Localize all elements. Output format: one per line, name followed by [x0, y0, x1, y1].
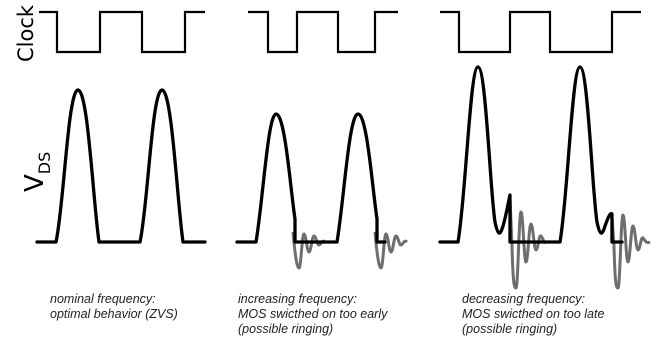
panel-nominal: [35, 10, 207, 244]
ringing-increasing-1: [291, 231, 335, 270]
caption-line: MOS swicthed on too early: [238, 307, 388, 321]
caption-decreasing: decreasing frequency: MOS swicthed on to…: [462, 292, 604, 337]
caption-line: optimal behavior (ZVS): [50, 307, 178, 321]
ringing-decreasing-1: [508, 197, 548, 290]
ringing-decreasing-2: [610, 213, 651, 290]
ringing-increasing-2: [373, 231, 409, 270]
panel-increasing: [235, 10, 409, 270]
caption-line: (possible ringing): [462, 322, 558, 336]
clock-waveform-increasing: [248, 10, 398, 54]
caption-increasing: increasing frequency: MOS swicthed on to…: [238, 292, 387, 337]
vds-label: VDS: [20, 152, 54, 192]
vds-waveform-increasing: [235, 112, 387, 244]
clock-label: Clock: [14, 4, 38, 62]
clock-waveform-decreasing: [440, 10, 641, 54]
vds-waveform-decreasing: [438, 65, 624, 244]
vds-label-subscript: DS: [35, 152, 54, 174]
panel-decreasing: [438, 10, 651, 290]
caption-line: nominal frequency:: [50, 292, 156, 306]
caption-line: decreasing frequency:: [462, 292, 585, 306]
vds-waveform-nominal: [35, 88, 207, 244]
clock-waveform-nominal: [39, 10, 205, 54]
caption-nominal: nominal frequency: optimal behavior (ZVS…: [50, 292, 178, 322]
vds-label-main: V: [20, 174, 50, 192]
caption-line: MOS swicthed on too late: [462, 307, 605, 321]
caption-line: (possible ringing): [238, 322, 334, 336]
caption-line: increasing frequency:: [238, 292, 357, 306]
